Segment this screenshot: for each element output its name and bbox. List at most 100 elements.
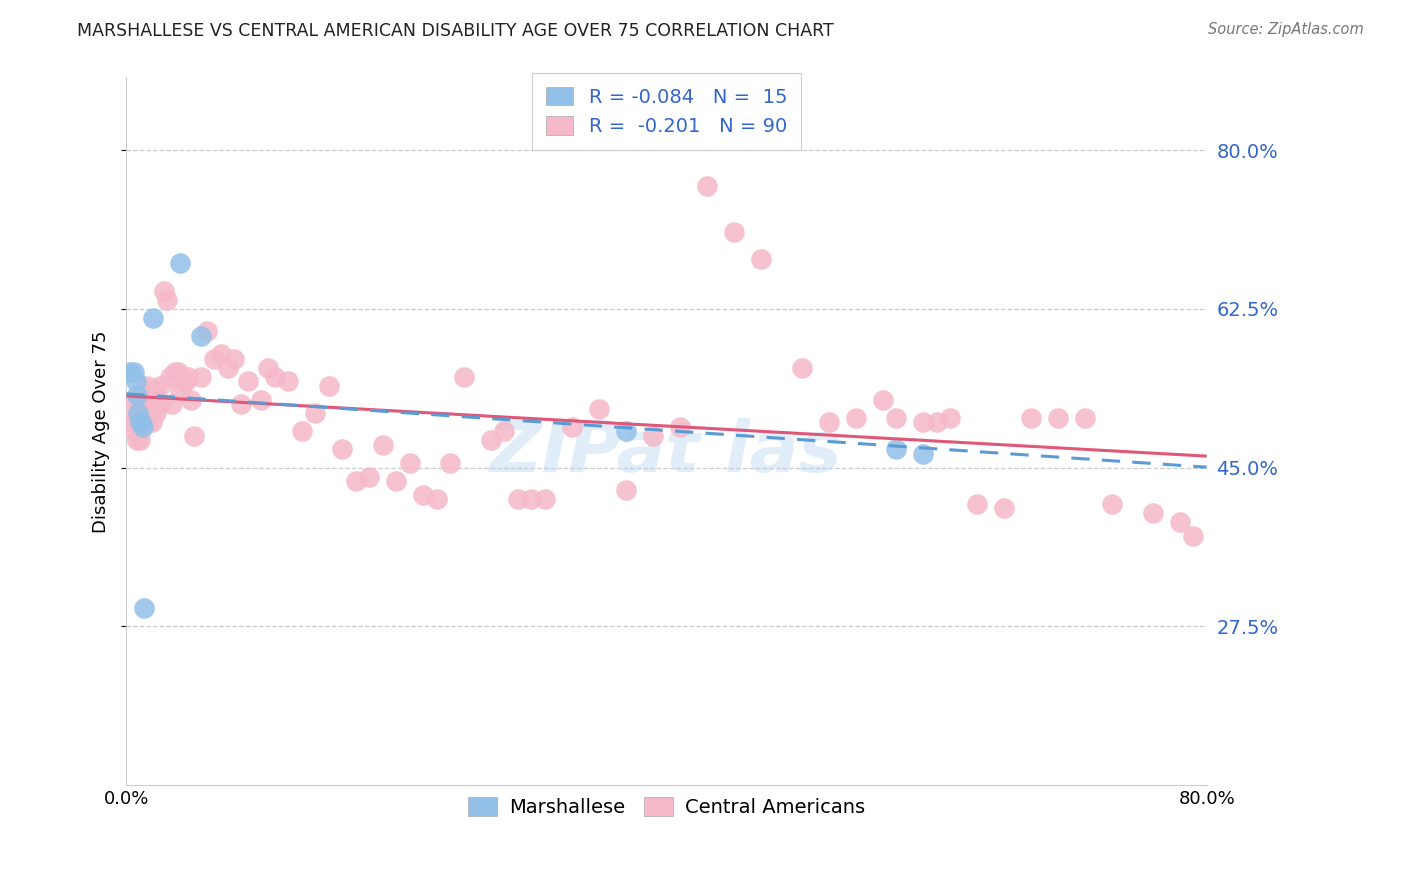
Point — [291, 424, 314, 438]
Point — [156, 293, 179, 307]
Point — [588, 401, 610, 416]
Point — [129, 406, 152, 420]
Point — [749, 252, 772, 266]
Point — [132, 601, 155, 615]
Point — [139, 406, 162, 420]
Point — [209, 347, 232, 361]
Point — [966, 497, 988, 511]
Point — [304, 406, 326, 420]
Point — [125, 410, 148, 425]
Point — [149, 379, 172, 393]
Point — [1074, 410, 1097, 425]
Point — [127, 410, 149, 425]
Point — [236, 375, 259, 389]
Point — [145, 406, 167, 420]
Text: MARSHALLESE VS CENTRAL AMERICAN DISABILITY AGE OVER 75 CORRELATION CHART: MARSHALLESE VS CENTRAL AMERICAN DISABILI… — [77, 22, 834, 40]
Point — [183, 429, 205, 443]
Point — [142, 310, 165, 325]
Point — [520, 492, 543, 507]
Text: Source: ZipAtlas.com: Source: ZipAtlas.com — [1208, 22, 1364, 37]
Point — [121, 415, 143, 429]
Point — [344, 474, 367, 488]
Point — [696, 179, 718, 194]
Point — [412, 488, 434, 502]
Point — [872, 392, 894, 407]
Point — [1019, 410, 1042, 425]
Point — [138, 397, 160, 411]
Point — [845, 410, 868, 425]
Point — [561, 419, 583, 434]
Point — [129, 415, 152, 429]
Point — [669, 419, 692, 434]
Point — [169, 256, 191, 270]
Text: ZIPat las: ZIPat las — [491, 418, 842, 487]
Point — [399, 456, 422, 470]
Point — [166, 365, 188, 379]
Point — [884, 410, 907, 425]
Point — [132, 415, 155, 429]
Point — [614, 483, 637, 498]
Point — [925, 415, 948, 429]
Point — [939, 410, 962, 425]
Point — [229, 397, 252, 411]
Point — [277, 375, 299, 389]
Point — [122, 397, 145, 411]
Point — [128, 434, 150, 448]
Point — [127, 388, 149, 402]
Point — [159, 369, 181, 384]
Point — [614, 424, 637, 438]
Point — [359, 469, 381, 483]
Point — [136, 415, 159, 429]
Point — [131, 419, 153, 434]
Point — [124, 365, 146, 379]
Point — [131, 410, 153, 425]
Point — [439, 456, 461, 470]
Point — [163, 365, 186, 379]
Point — [534, 492, 557, 507]
Point — [1182, 528, 1205, 542]
Point — [134, 384, 156, 398]
Point — [993, 501, 1015, 516]
Point — [1168, 515, 1191, 529]
Point — [426, 492, 449, 507]
Point — [371, 438, 394, 452]
Point — [263, 369, 285, 384]
Point — [153, 284, 176, 298]
Point — [817, 415, 839, 429]
Point — [174, 375, 197, 389]
Point — [1142, 506, 1164, 520]
Point — [125, 375, 148, 389]
Point — [217, 360, 239, 375]
Point — [318, 379, 340, 393]
Point — [127, 406, 149, 420]
Point — [120, 365, 142, 379]
Point — [257, 360, 280, 375]
Point — [912, 447, 935, 461]
Point — [884, 442, 907, 457]
Point — [127, 397, 149, 411]
Point — [202, 351, 225, 366]
Point — [127, 434, 149, 448]
Point — [224, 351, 246, 366]
Point — [150, 397, 173, 411]
Point — [332, 442, 354, 457]
Legend: Marshallese, Central Americans: Marshallese, Central Americans — [460, 789, 873, 825]
Point — [160, 397, 183, 411]
Point — [180, 392, 202, 407]
Point — [135, 379, 157, 393]
Point — [128, 415, 150, 429]
Point — [723, 225, 745, 239]
Point — [141, 415, 163, 429]
Point — [142, 392, 165, 407]
Point — [146, 397, 169, 411]
Point — [1047, 410, 1070, 425]
Point — [641, 429, 664, 443]
Point — [190, 329, 212, 343]
Point — [250, 392, 273, 407]
Point — [494, 424, 516, 438]
Point — [479, 434, 502, 448]
Point — [169, 384, 191, 398]
Point — [506, 492, 529, 507]
Point — [172, 375, 194, 389]
Point — [124, 424, 146, 438]
